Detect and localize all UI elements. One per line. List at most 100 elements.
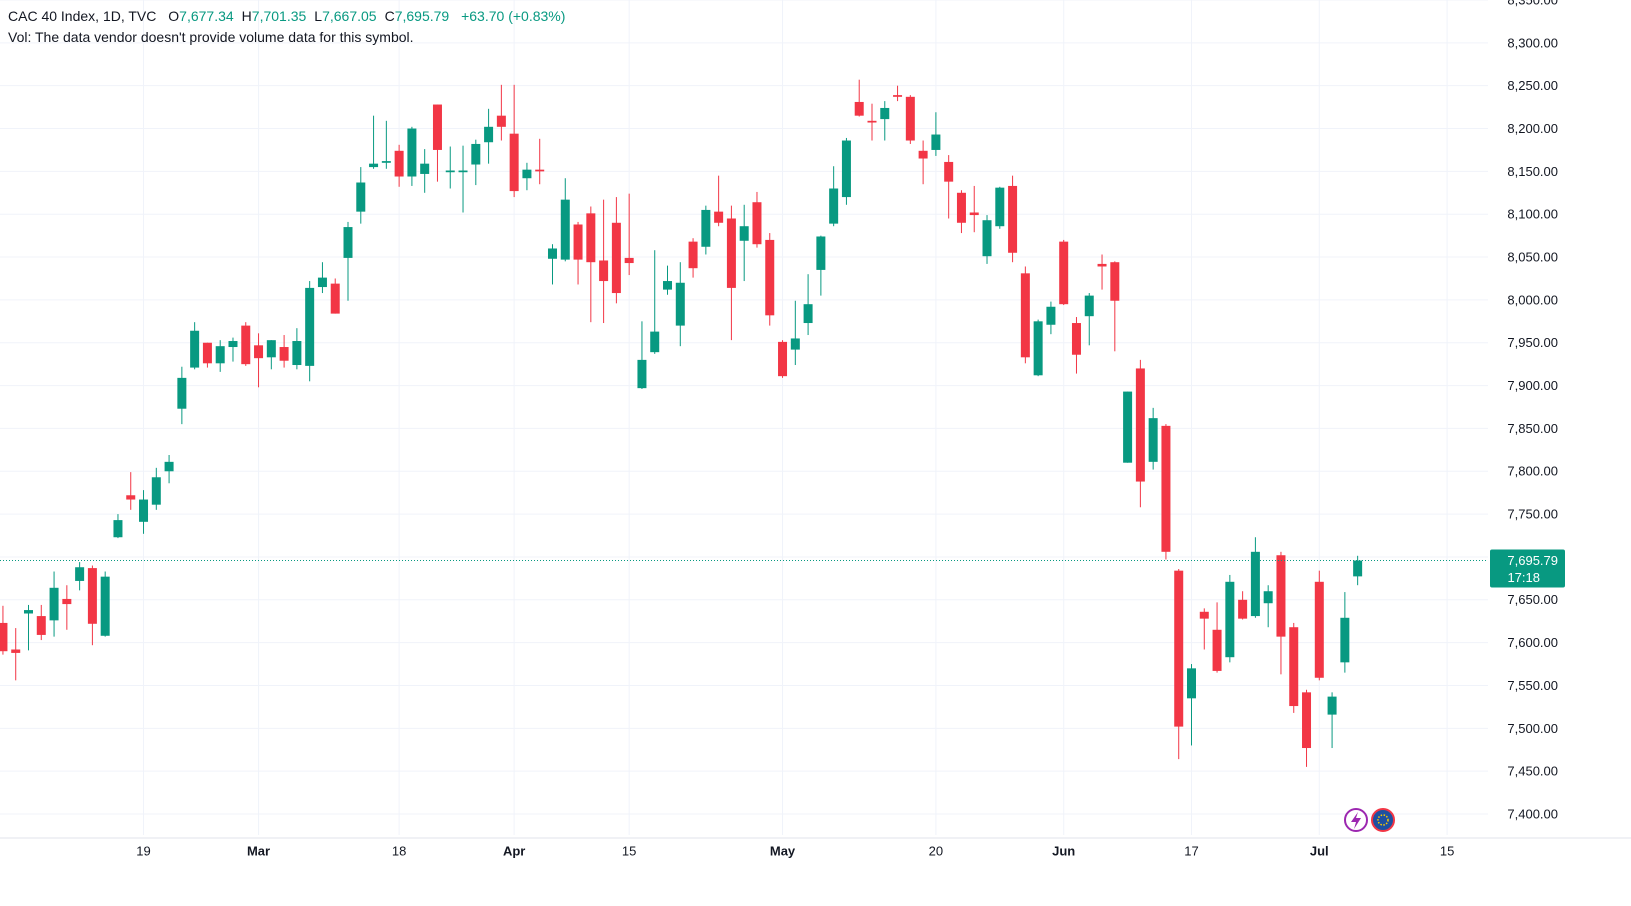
candle-body [241, 325, 251, 365]
candle-body [803, 304, 813, 324]
candle-body [982, 220, 992, 257]
candle-body [944, 161, 954, 182]
flag-icon[interactable] [1371, 808, 1395, 832]
candle-body [1263, 591, 1273, 604]
candle-body [1186, 668, 1196, 699]
candle-body [458, 170, 468, 173]
candle-body [139, 499, 149, 522]
x-tick-label: 18 [392, 843, 406, 858]
candle-body [522, 169, 532, 179]
y-tick-label: 8,350.00 [1507, 0, 1558, 7]
ohlc-label: C [384, 8, 395, 24]
candle-body [1020, 273, 1030, 358]
candle-body [663, 281, 673, 290]
price-label-box [1490, 549, 1565, 588]
candle-body [1212, 629, 1222, 671]
x-tick-label: Jul [1310, 843, 1329, 858]
ohlc-label: H [241, 8, 252, 24]
y-tick-label: 7,750.00 [1507, 507, 1558, 522]
candle-body [1238, 599, 1248, 619]
candle-body [893, 95, 903, 97]
candle-body [151, 477, 161, 505]
change: +63.70 (+0.83%) [461, 8, 566, 24]
candle-body [688, 241, 698, 269]
candle-body [113, 520, 123, 538]
candle-body [11, 649, 21, 653]
candle-body [62, 598, 72, 605]
candle-body [484, 126, 494, 143]
ohlc-label: L [314, 8, 323, 24]
lightning-glyph [1351, 812, 1361, 829]
candle-body [420, 163, 430, 174]
y-tick-label: 8,100.00 [1507, 207, 1558, 222]
candle-body [1302, 692, 1312, 749]
candle-body [1110, 262, 1120, 301]
y-tick-label: 7,800.00 [1507, 464, 1558, 479]
ohlc: O7,677.34 H7,701.35 L7,667.05 C7,695.79 [160, 8, 449, 24]
x-tick-label: May [770, 843, 796, 858]
flag-stars [1377, 814, 1389, 826]
pane-icons [1344, 808, 1395, 832]
x-tick-label: Mar [247, 843, 270, 858]
candle-body [905, 96, 915, 141]
y-tick-label: 8,050.00 [1507, 249, 1558, 264]
candle-body [765, 239, 775, 316]
candle-body [599, 260, 609, 282]
candle-body [1084, 295, 1094, 317]
candle-body [969, 212, 979, 216]
candle-body [228, 341, 238, 348]
ohlc-label: O [168, 8, 180, 24]
candle-body [535, 169, 545, 172]
candle-body [202, 342, 212, 364]
candle-body [0, 622, 8, 652]
candle-body [177, 377, 187, 409]
candle-body [23, 610, 33, 614]
candle-body [918, 150, 928, 159]
candle-body [650, 331, 660, 353]
candle-body [432, 104, 442, 150]
candle-body [356, 182, 366, 212]
candle-body [394, 150, 404, 177]
candle-body [305, 287, 315, 366]
candle-body [637, 359, 647, 389]
candle-body [164, 461, 174, 472]
candle-body [1250, 551, 1260, 617]
candle-body [75, 567, 85, 581]
legend-row: CAC 40 Index, 1D, TVC O7,677.34 H7,701.35… [8, 6, 565, 27]
y-tick-label: 7,650.00 [1507, 592, 1558, 607]
x-tick-label: 20 [929, 843, 943, 858]
ohlc-value: 7,701.35 [251, 8, 307, 24]
candle-body [586, 213, 596, 263]
candle-body [675, 282, 685, 326]
ohlc-value: 7,677.34 [179, 8, 234, 24]
x-tick-label: 15 [1440, 843, 1454, 858]
candle-body [816, 236, 826, 270]
candle-body [254, 345, 264, 359]
candle-body [726, 218, 736, 288]
candle-body [714, 211, 724, 223]
candle-body [1340, 617, 1350, 663]
candle-body [1353, 560, 1363, 577]
candle-body [867, 120, 877, 123]
x-tick-label: 19 [136, 843, 150, 858]
candle-body [1314, 581, 1324, 678]
candle-body [509, 133, 519, 192]
candle-body [1327, 696, 1337, 715]
candle-body [279, 347, 289, 361]
y-tick-label: 7,550.00 [1507, 678, 1558, 693]
candle-body [471, 143, 481, 165]
candle-body [496, 115, 506, 127]
x-tick-label: Apr [503, 843, 525, 858]
candle-body [560, 199, 570, 260]
candle-body [829, 188, 839, 224]
candle-body [778, 341, 788, 377]
candle-body [343, 227, 353, 258]
candle-body [841, 140, 851, 198]
candle-body [87, 568, 97, 624]
volume-note: Vol: The data vendor doesn't provide vol… [8, 29, 414, 45]
candle-body [1008, 185, 1018, 253]
x-tick-label: 15 [622, 843, 636, 858]
y-tick-label: 7,400.00 [1507, 806, 1558, 821]
